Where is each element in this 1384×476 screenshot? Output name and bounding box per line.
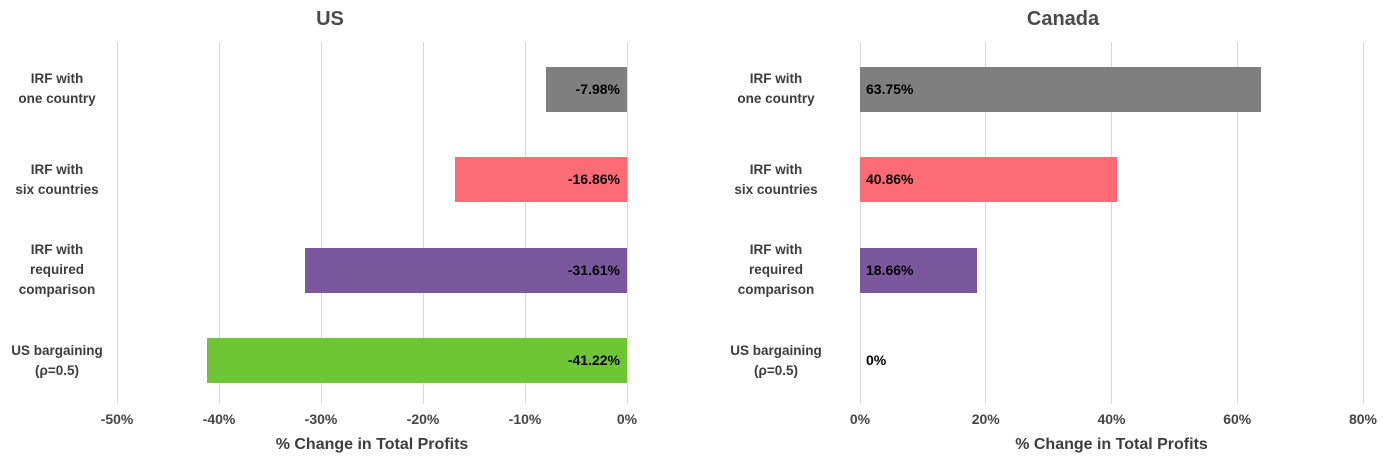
x-tick-label: 0%: [849, 411, 871, 427]
bar: [206, 338, 627, 384]
x-tick-label: 20%: [971, 411, 1000, 427]
chart-title-canada: Canada: [1026, 8, 1100, 30]
category-label: IRF with required comparison: [18, 242, 96, 298]
chart-us: US IRF with one country IRF with six coun…: [0, 8, 637, 453]
bar: [860, 247, 978, 293]
plot-area-us: -7.98% -16.86% -31.61% -41.22%: [116, 42, 628, 404]
x-tick-label: 80%: [1348, 411, 1378, 427]
bar-value-label: -41.22%: [567, 352, 620, 369]
gridline: [422, 42, 424, 404]
chart-canada: Canada IRF with one country IRF with six …: [692, 0, 1384, 476]
bar: [860, 157, 1117, 203]
x-axis-title-canada: % Change in Total Profits: [1015, 436, 1208, 453]
x-tick-label: -20%: [406, 411, 440, 427]
bar: [304, 247, 627, 293]
category-label: IRF with required comparison: [737, 242, 815, 298]
gridline: [1111, 42, 1112, 404]
bar-value-label: -7.98%: [575, 80, 620, 97]
x-axis-ticks-canada: 0% 20% 40% 60% 80%: [850, 411, 1377, 431]
gridline: [1362, 42, 1364, 404]
x-tick-label: 0%: [616, 411, 638, 427]
bar: [545, 66, 627, 112]
gridline: [116, 42, 118, 404]
x-tick-label: -10%: [508, 411, 542, 427]
gridline: [218, 42, 220, 404]
gridline: [985, 42, 987, 404]
bar-value-label: 63.75%: [866, 80, 914, 97]
category-label: US bargaining (ρ=0.5): [730, 342, 822, 378]
category-label: IRF with six countries: [734, 161, 818, 197]
gridline: [524, 42, 526, 404]
gridline: [1236, 42, 1238, 404]
x-axis-title-us: % Change in Total Profits: [275, 436, 469, 453]
x-tick-label: 40%: [1097, 411, 1126, 427]
gridline: [626, 42, 628, 404]
bar-value-label: 0%: [866, 352, 887, 369]
bar-value-label: 40.86%: [866, 171, 914, 188]
gridline: [859, 42, 861, 404]
category-label: IRF with one country: [18, 71, 96, 107]
x-axis-ticks-us: -50% -40% -30% -20% -10% 0%: [101, 411, 637, 431]
category-label: US bargaining (ρ=0.5): [11, 342, 103, 378]
bar-value-label: 18.66%: [866, 261, 914, 278]
bar: [860, 66, 1261, 112]
bar-value-label: -16.86%: [567, 171, 620, 188]
chart-title-us: US: [316, 8, 344, 30]
category-label: IRF with six countries: [15, 161, 99, 197]
category-label: IRF with one country: [737, 71, 815, 107]
category-axis-canada: IRF with one country IRF with six countri…: [692, 42, 860, 404]
x-tick-label: -40%: [202, 411, 236, 427]
x-tick-label: -30%: [304, 411, 338, 427]
bar-value-label: -31.61%: [567, 261, 620, 278]
plot-area-canada: 63.75% 40.86% 18.66% 0%: [859, 42, 1364, 404]
category-axis-us: IRF with one country IRF with six countri…: [0, 42, 114, 404]
gridline: [320, 42, 322, 404]
x-tick-label: -50%: [100, 411, 134, 427]
x-tick-label: 60%: [1223, 411, 1252, 427]
bar: [455, 157, 627, 203]
